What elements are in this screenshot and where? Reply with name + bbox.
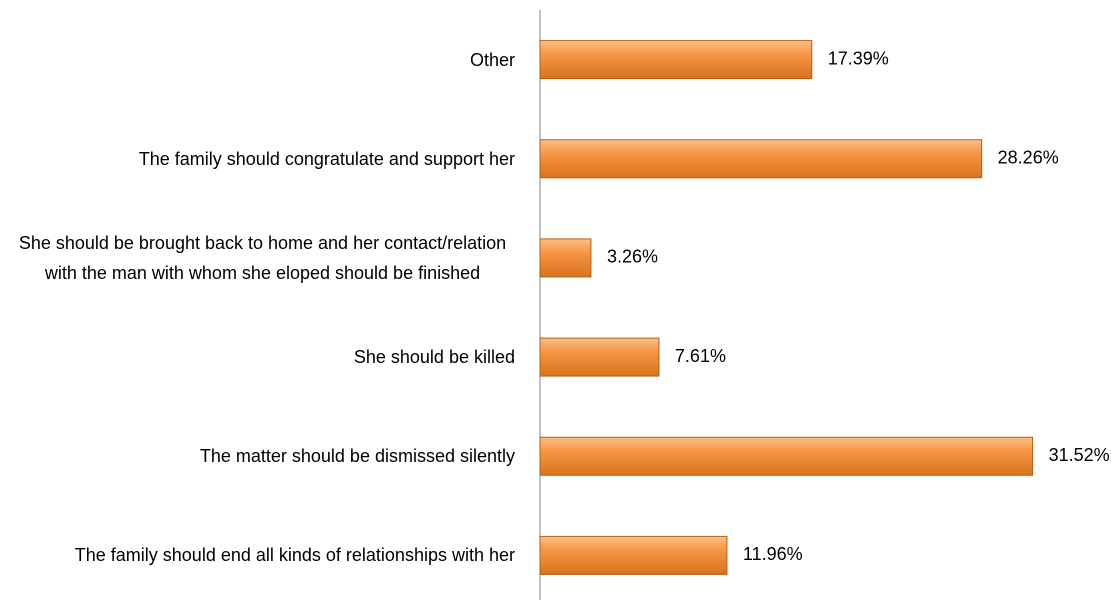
bar: [539, 436, 1034, 476]
category-label-box: The family should congratulate and suppo…: [0, 109, 515, 209]
category-label: Other: [469, 49, 515, 70]
bar: [539, 238, 592, 278]
category-label-box: The family should end all kinds of relat…: [0, 505, 515, 605]
bar: [539, 535, 728, 575]
data-label: 3.26%: [607, 247, 658, 267]
category-label: The family should end all kinds of relat…: [74, 545, 515, 566]
data-label: 7.61%: [675, 346, 726, 366]
category-label-box: The matter should be dismissed silently: [0, 406, 515, 506]
category-label-box: She should be brought back to home and h…: [0, 208, 515, 308]
category-label: The matter should be dismissed silently: [199, 446, 515, 467]
category-label: She should be brought back to home and h…: [18, 232, 507, 283]
data-label: 11.96%: [743, 544, 803, 564]
data-label: 28.26%: [998, 148, 1059, 168]
category-label-box: She should be killed: [0, 307, 515, 407]
bar: [539, 139, 983, 179]
data-label: 17.39%: [828, 48, 889, 68]
bar: [539, 40, 813, 80]
category-label: She should be killed: [353, 347, 515, 368]
bar: [539, 337, 660, 377]
category-label-box: Other: [0, 10, 515, 110]
category-label: The family should congratulate and suppo…: [138, 148, 515, 169]
data-label: 31.52%: [1049, 445, 1110, 465]
